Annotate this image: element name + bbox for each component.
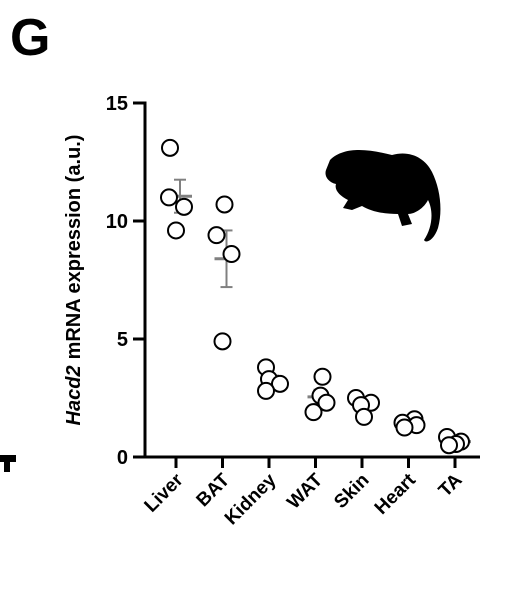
y-axis-title: Hacd2 mRNA expression (a.u.) [63,135,85,426]
data-point [317,393,336,412]
y-axis-title-rest: mRNA expression (a.u.) [63,135,85,360]
data-point [222,245,241,264]
y-tick-label: 15 [106,93,128,115]
data-point [355,407,373,426]
data-point [161,138,179,157]
data-point [213,332,232,351]
x-tick-label: TA [435,469,467,501]
mouse-silhouette [325,150,441,242]
edge-fragment [0,455,16,472]
data-point [271,374,289,393]
data-point [175,197,193,216]
x-tick-label: Kidney [221,469,281,529]
data-point [257,381,275,400]
y-tick-label: 0 [117,447,128,469]
panel-label: G [10,9,50,67]
data-point [313,367,332,386]
x-tick-label: Skin [330,470,373,513]
x-tick-label: WAT [283,469,327,513]
data-point [304,403,323,422]
y-tick-label: 10 [106,211,128,233]
y-axis-title-gene: Hacd2 [63,365,85,425]
data-point [395,418,414,437]
x-tick-label: Heart [371,469,421,519]
data-point [207,226,226,245]
x-tick-label: Liver [141,469,188,516]
data-point [160,188,178,207]
data-point [215,195,234,214]
y-tick-label: 5 [117,329,128,351]
x-tick-label: BAT [193,469,235,511]
data-point [440,436,458,455]
data-point [167,221,185,240]
